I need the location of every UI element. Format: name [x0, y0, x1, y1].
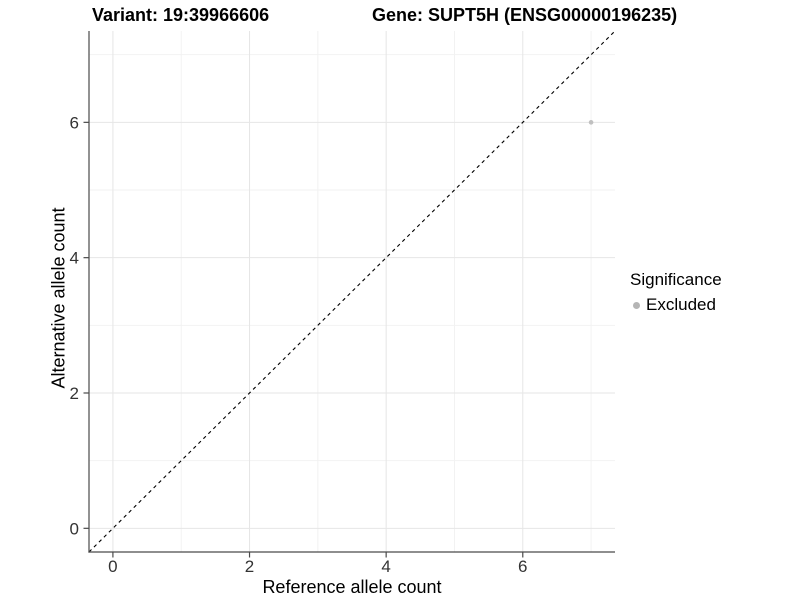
data-point: [588, 120, 594, 125]
y-tick-label: 6: [70, 113, 79, 132]
legend-item-excluded: Excluded: [630, 295, 722, 315]
x-tick-label: 2: [245, 557, 254, 576]
y-tick-label: 4: [70, 249, 79, 268]
legend-key-dot: [633, 301, 640, 309]
legend-item-label: Excluded: [646, 295, 716, 314]
legend: Significance Excluded: [630, 270, 722, 315]
y-axis-title: Alternative allele count: [48, 207, 69, 389]
identity-dashed-line: [88, 30, 616, 553]
y-tick-label: 0: [70, 519, 79, 538]
x-tick-label: 4: [381, 557, 390, 576]
x-tick-label: 0: [108, 557, 117, 576]
x-tick-label: 6: [518, 557, 527, 576]
legend-title: Significance: [630, 270, 722, 289]
y-tick-label: 2: [70, 384, 79, 403]
x-axis-title: Reference allele count: [262, 577, 442, 597]
gene-title: Gene: SUPT5H (ENSG00000196235): [372, 5, 678, 25]
plot-panel: [89, 31, 615, 552]
variant-title: Variant: 19:39966606: [92, 5, 270, 25]
